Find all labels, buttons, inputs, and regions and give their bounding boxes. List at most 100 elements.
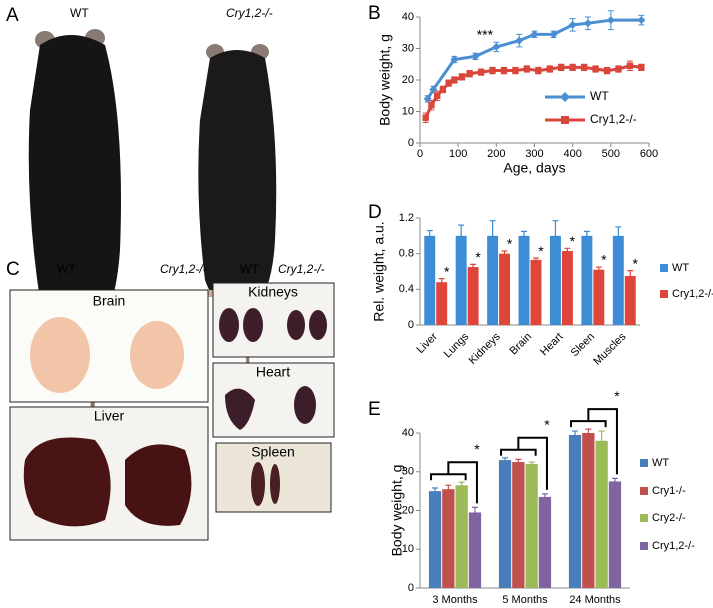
error-bar	[458, 224, 465, 248]
panel-letter: D	[368, 202, 382, 223]
bar	[499, 253, 511, 325]
bracket	[430, 461, 478, 504]
legend-marker	[560, 92, 570, 102]
marker	[477, 68, 485, 76]
error-bar	[470, 263, 477, 271]
marker	[489, 67, 496, 74]
photo-heart: Heart	[212, 362, 335, 438]
annotation: *	[475, 249, 481, 265]
marker	[500, 67, 508, 74]
photo-label: Cry1,2-/-	[226, 6, 273, 20]
annotation: *	[507, 236, 513, 252]
bar	[624, 275, 636, 325]
x-tick-label: 500	[602, 148, 620, 160]
annotation: *	[633, 255, 639, 271]
marker	[445, 79, 452, 87]
photo-liver: Liver	[9, 406, 209, 541]
marker	[515, 36, 524, 45]
marker	[580, 64, 588, 71]
legend-label: Cry1,2-/-	[590, 112, 637, 126]
marker	[637, 16, 646, 25]
error-bar	[541, 493, 548, 501]
organ-label: Heart	[256, 364, 290, 380]
panel-letter: B	[368, 3, 381, 24]
marker	[433, 92, 441, 99]
photo-label: WT	[240, 262, 259, 276]
legend-label: WT	[590, 89, 609, 103]
y-axis-label: Rel. weight, a.u.	[371, 221, 387, 321]
marker	[558, 64, 565, 71]
error-bar	[438, 278, 445, 287]
bar	[468, 512, 482, 588]
y-tick-label: 20	[402, 74, 414, 86]
y-tick-label: 0	[408, 582, 414, 594]
y-tick-label: 40	[402, 427, 414, 439]
legend-label: Cry2-/-	[652, 512, 686, 524]
bracket	[570, 408, 618, 475]
annotation: ***	[477, 27, 494, 43]
x-tick-label: Sleen	[569, 331, 597, 359]
y-tick-label: 0.4	[399, 283, 414, 295]
marker	[512, 67, 519, 74]
bar	[538, 496, 552, 588]
annotation: *	[538, 243, 544, 259]
marker	[569, 64, 576, 71]
marker	[626, 62, 634, 70]
y-axis-label: Body weight, g	[377, 34, 393, 126]
y-tick-label: 30	[402, 466, 414, 478]
bar	[424, 235, 436, 325]
bar	[525, 464, 538, 588]
marker	[439, 86, 447, 93]
bar	[442, 489, 455, 588]
legend-swatch	[640, 542, 648, 550]
y-tick-label: 10	[402, 105, 414, 117]
bar	[612, 235, 624, 325]
bar	[487, 235, 499, 325]
x-tick-label: 200	[487, 148, 505, 160]
bar	[498, 460, 512, 588]
organ-label: Spleen	[251, 444, 295, 460]
legend-swatch	[660, 264, 668, 272]
marker	[451, 76, 458, 84]
marker	[615, 65, 622, 73]
annotation: *	[474, 441, 480, 457]
y-tick-label: 0	[408, 319, 414, 331]
marker	[638, 64, 645, 71]
error-bar	[585, 428, 592, 438]
error-bar	[501, 250, 508, 257]
marker	[606, 16, 615, 25]
photo-label: Cry1,2-/-	[160, 262, 207, 276]
marker	[422, 114, 429, 121]
y-tick-label: 10	[402, 543, 414, 555]
organ-label: Brain	[93, 293, 126, 309]
error-bar	[598, 430, 605, 452]
marker	[549, 30, 558, 39]
panel-letter: C	[6, 259, 20, 280]
legend-label: WT	[672, 262, 689, 274]
organ-label: Liver	[94, 408, 125, 424]
legend-label: Cry1,2-/-	[672, 288, 713, 300]
error-bar	[458, 481, 465, 490]
error-bar	[426, 229, 433, 242]
y-axis-label: Body weight, g	[389, 465, 405, 557]
x-tick-label: 100	[449, 148, 467, 160]
bar	[581, 235, 593, 325]
marker	[535, 67, 542, 74]
marker	[492, 42, 501, 51]
legend-swatch	[640, 459, 648, 467]
y-tick-label: 0.8	[399, 248, 414, 260]
marker	[523, 65, 531, 73]
y-tick-label: 20	[402, 504, 414, 516]
error-bar	[528, 461, 535, 467]
error-bar	[515, 458, 522, 466]
error-bar	[595, 266, 602, 273]
marker	[583, 19, 592, 28]
photo-label: WT	[70, 6, 89, 20]
x-tick-label: 5 Months	[502, 594, 548, 606]
annotation: *	[544, 417, 550, 433]
bar	[455, 485, 468, 588]
photo-spleen: Spleen	[215, 442, 332, 513]
legend-label: WT	[652, 457, 669, 469]
x-tick-label: 600	[640, 148, 658, 160]
